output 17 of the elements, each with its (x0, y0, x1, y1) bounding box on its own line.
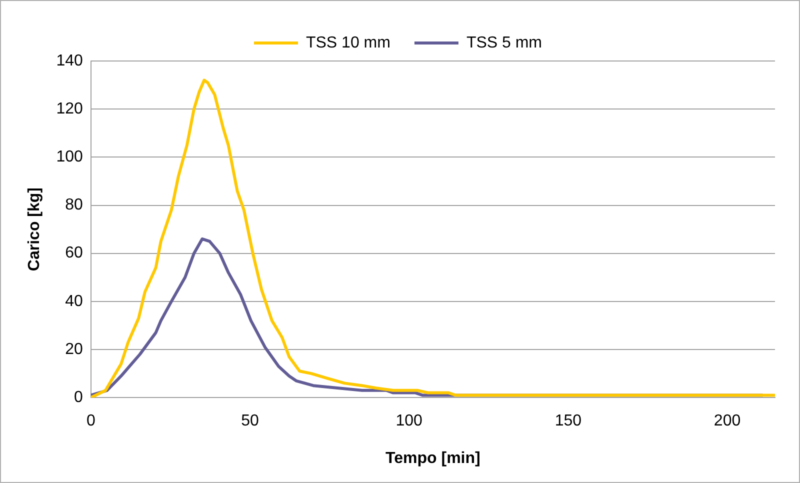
y-tick-label: 0 (74, 389, 83, 406)
y-tick-label: 60 (65, 244, 83, 262)
y-tick-label: 80 (65, 196, 83, 214)
y-tick-label: 120 (56, 100, 83, 118)
legend-label: TSS 10 mm (306, 34, 390, 52)
x-tick-label: 100 (396, 412, 423, 430)
x-axis-title: Tempo [min] (386, 450, 480, 467)
x-tick-label: 150 (554, 412, 582, 430)
x-tick-label: 200 (714, 412, 741, 430)
y-axis-title: Carico [kg] (26, 188, 44, 272)
x-tick-label: 0 (86, 412, 96, 430)
y-tick-label: 100 (56, 148, 83, 166)
y-tick-label: 20 (65, 340, 83, 358)
y-tick-label: 140 (56, 52, 83, 70)
x-tick-label: 50 (241, 412, 259, 430)
y-tick-label: 40 (65, 292, 83, 310)
legend-label: TSS 5 mm (466, 34, 542, 52)
